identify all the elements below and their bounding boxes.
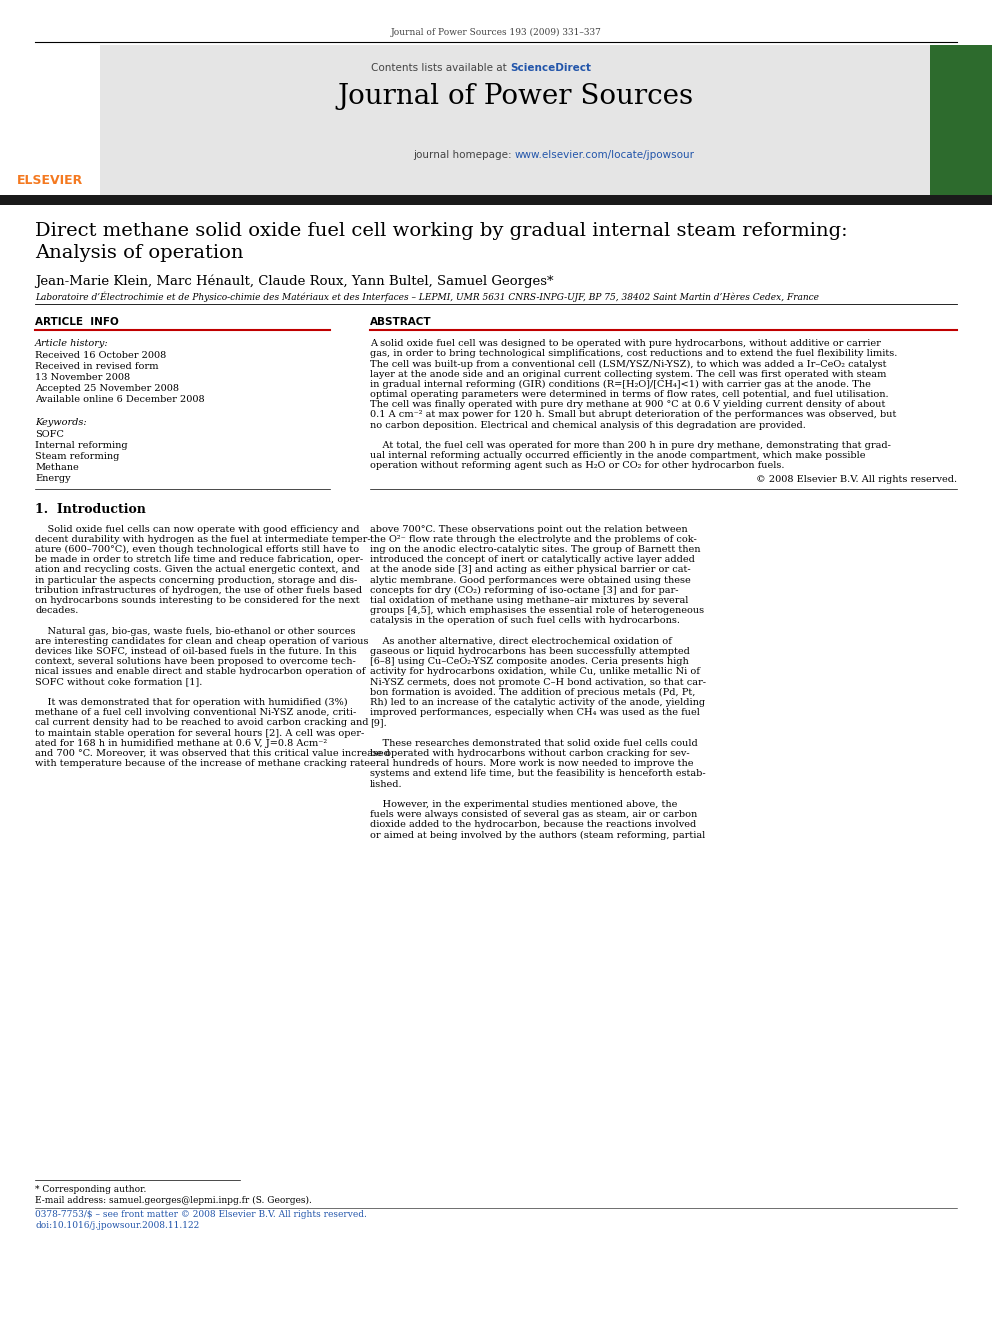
Text: ing on the anodic electro-catalytic sites. The group of Barnett then: ing on the anodic electro-catalytic site… xyxy=(370,545,700,554)
Text: the O²⁻ flow rate through the electrolyte and the problems of cok-: the O²⁻ flow rate through the electrolyt… xyxy=(370,534,696,544)
Text: [6–8] using Cu–CeO₂-YSZ composite anodes. Ceria presents high: [6–8] using Cu–CeO₂-YSZ composite anodes… xyxy=(370,658,688,667)
Text: Methane: Methane xyxy=(35,463,78,472)
Text: At total, the fuel cell was operated for more than 200 h in pure dry methane, de: At total, the fuel cell was operated for… xyxy=(370,441,891,450)
Text: Accepted 25 November 2008: Accepted 25 November 2008 xyxy=(35,384,179,393)
Text: Rh) led to an increase of the catalytic activity of the anode, yielding: Rh) led to an increase of the catalytic … xyxy=(370,699,705,706)
Text: with temperature because of the increase of methane cracking rate: with temperature because of the increase… xyxy=(35,759,370,769)
Text: gas, in order to bring technological simplifications, cost reductions and to ext: gas, in order to bring technological sim… xyxy=(370,349,898,359)
Text: systems and extend life time, but the feasibility is henceforth estab-: systems and extend life time, but the fe… xyxy=(370,770,705,778)
Text: 0378-7753/$ – see front matter © 2008 Elsevier B.V. All rights reserved.: 0378-7753/$ – see front matter © 2008 El… xyxy=(35,1211,367,1218)
Text: Article history:: Article history: xyxy=(35,339,109,348)
Text: cal current density had to be reached to avoid carbon cracking and: cal current density had to be reached to… xyxy=(35,718,368,728)
Text: 13 November 2008: 13 November 2008 xyxy=(35,373,130,382)
Text: introduced the concept of inert or catalytically active layer added: introduced the concept of inert or catal… xyxy=(370,556,694,564)
Text: improved performances, especially when CH₄ was used as the fuel: improved performances, especially when C… xyxy=(370,708,700,717)
Text: ual internal reforming actually occurred efficiently in the anode compartment, w: ual internal reforming actually occurred… xyxy=(370,451,865,460)
Text: Solid oxide fuel cells can now operate with good efficiency and: Solid oxide fuel cells can now operate w… xyxy=(35,525,359,533)
Text: eral hundreds of hours. More work is now needed to improve the: eral hundreds of hours. More work is now… xyxy=(370,759,693,769)
Text: © 2008 Elsevier B.V. All rights reserved.: © 2008 Elsevier B.V. All rights reserved… xyxy=(756,475,957,484)
Text: on hydrocarbons sounds interesting to be considered for the next: on hydrocarbons sounds interesting to be… xyxy=(35,595,360,605)
Text: operation without reforming agent such as H₂O or CO₂ for other hydrocarbon fuels: operation without reforming agent such a… xyxy=(370,462,785,471)
Text: www.elsevier.com/locate/jpowsour: www.elsevier.com/locate/jpowsour xyxy=(515,149,695,160)
Text: 0.1 A cm⁻² at max power for 120 h. Small but abrupt deterioration of the perform: 0.1 A cm⁻² at max power for 120 h. Small… xyxy=(370,410,897,419)
Text: or aimed at being involved by the authors (steam reforming, partial: or aimed at being involved by the author… xyxy=(370,831,705,840)
Text: above 700°C. These observations point out the relation between: above 700°C. These observations point ou… xyxy=(370,525,687,533)
Text: devices like SOFC, instead of oil-based fuels in the future. In this: devices like SOFC, instead of oil-based … xyxy=(35,647,357,656)
Text: Jean-Marie Klein, Marc Hénault, Claude Roux, Yann Bultel, Samuel Georges*: Jean-Marie Klein, Marc Hénault, Claude R… xyxy=(35,274,554,287)
Text: Analysis of operation: Analysis of operation xyxy=(35,243,243,262)
Text: gaseous or liquid hydrocarbons has been successfully attempted: gaseous or liquid hydrocarbons has been … xyxy=(370,647,689,656)
Text: A solid oxide fuel cell was designed to be operated with pure hydrocarbons, with: A solid oxide fuel cell was designed to … xyxy=(370,339,881,348)
Text: Received 16 October 2008: Received 16 October 2008 xyxy=(35,351,167,360)
Text: * Corresponding author.: * Corresponding author. xyxy=(35,1185,147,1193)
Text: The cell was built-up from a conventional cell (LSM/YSZ/Ni-YSZ), to which was ad: The cell was built-up from a conventiona… xyxy=(370,360,887,369)
Text: groups [4,5], which emphasises the essential role of heterogeneous: groups [4,5], which emphasises the essen… xyxy=(370,606,704,615)
Text: lished.: lished. xyxy=(370,779,403,789)
Text: Energy: Energy xyxy=(35,474,70,483)
Text: SOFC: SOFC xyxy=(35,430,63,439)
Text: As another alternative, direct electrochemical oxidation of: As another alternative, direct electroch… xyxy=(370,636,672,646)
Text: to maintain stable operation for several hours [2]. A cell was oper-: to maintain stable operation for several… xyxy=(35,729,364,738)
Text: tial oxidation of methane using methane–air mixtures by several: tial oxidation of methane using methane–… xyxy=(370,595,688,605)
Text: Internal reforming: Internal reforming xyxy=(35,441,128,450)
Text: SOFC without coke formation [1].: SOFC without coke formation [1]. xyxy=(35,677,202,687)
Text: ated for 168 h in humidified methane at 0.6 V, J=0.8 Acm⁻²: ated for 168 h in humidified methane at … xyxy=(35,738,327,747)
Text: be operated with hydrocarbons without carbon cracking for sev-: be operated with hydrocarbons without ca… xyxy=(370,749,689,758)
Text: bon formation is avoided. The addition of precious metals (Pd, Pt,: bon formation is avoided. The addition o… xyxy=(370,688,695,697)
Text: context, several solutions have been proposed to overcome tech-: context, several solutions have been pro… xyxy=(35,658,356,667)
Bar xyxy=(0,194,992,205)
Text: [9].: [9]. xyxy=(370,718,387,728)
Text: nical issues and enable direct and stable hydrocarbon operation of: nical issues and enable direct and stabl… xyxy=(35,667,365,676)
Text: E-mail address: samuel.georges@lepmi.inpg.fr (S. Georges).: E-mail address: samuel.georges@lepmi.inp… xyxy=(35,1196,311,1205)
Text: The cell was finally operated with pure dry methane at 900 °C at 0.6 V yielding : The cell was finally operated with pure … xyxy=(370,400,886,409)
Text: alytic membrane. Good performances were obtained using these: alytic membrane. Good performances were … xyxy=(370,576,690,585)
Text: Contents lists available at: Contents lists available at xyxy=(371,64,510,73)
Text: ARTICLE  INFO: ARTICLE INFO xyxy=(35,318,119,327)
Text: at the anode side [3] and acting as either physical barrier or cat-: at the anode side [3] and acting as eith… xyxy=(370,565,690,574)
Text: tribution infrastructures of hydrogen, the use of other fuels based: tribution infrastructures of hydrogen, t… xyxy=(35,586,362,595)
Text: optimal operating parameters were determined in terms of flow rates, cell potent: optimal operating parameters were determ… xyxy=(370,390,889,400)
Text: Steam reforming: Steam reforming xyxy=(35,452,119,460)
Text: ABSTRACT: ABSTRACT xyxy=(370,318,432,327)
Text: in particular the aspects concerning production, storage and dis-: in particular the aspects concerning pro… xyxy=(35,576,357,585)
Text: doi:10.1016/j.jpowsour.2008.11.122: doi:10.1016/j.jpowsour.2008.11.122 xyxy=(35,1221,199,1230)
Text: Journal of Power Sources: Journal of Power Sources xyxy=(337,83,693,110)
Text: and 700 °C. Moreover, it was observed that this critical value increased: and 700 °C. Moreover, it was observed th… xyxy=(35,749,390,758)
Text: journal homepage:: journal homepage: xyxy=(413,149,515,160)
Text: fuels were always consisted of several gas as steam, air or carbon: fuels were always consisted of several g… xyxy=(370,810,697,819)
Text: in gradual internal reforming (GIR) conditions (R=[H₂O]/[CH₄]<1) with carrier ga: in gradual internal reforming (GIR) cond… xyxy=(370,380,871,389)
Bar xyxy=(0,45,100,194)
Text: layer at the anode side and an original current collecting system. The cell was : layer at the anode side and an original … xyxy=(370,369,887,378)
Text: Keywords:: Keywords: xyxy=(35,418,86,427)
Text: be made in order to stretch life time and reduce fabrication, oper-: be made in order to stretch life time an… xyxy=(35,556,363,564)
Bar xyxy=(930,45,992,194)
Text: decent durability with hydrogen as the fuel at intermediate temper-: decent durability with hydrogen as the f… xyxy=(35,534,371,544)
Text: concepts for dry (CO₂) reforming of iso-octane [3] and for par-: concepts for dry (CO₂) reforming of iso-… xyxy=(370,586,679,595)
Bar xyxy=(100,45,930,194)
Text: catalysis in the operation of such fuel cells with hydrocarbons.: catalysis in the operation of such fuel … xyxy=(370,617,680,626)
Text: are interesting candidates for clean and cheap operation of various: are interesting candidates for clean and… xyxy=(35,636,368,646)
Text: Laboratoire d’Électrochimie et de Physico-chimie des Matériaux et des Interfaces: Laboratoire d’Électrochimie et de Physic… xyxy=(35,292,819,303)
Text: decades.: decades. xyxy=(35,606,78,615)
Text: ature (600–700°C), even though technological efforts still have to: ature (600–700°C), even though technolog… xyxy=(35,545,359,554)
Text: Natural gas, bio-gas, waste fuels, bio-ethanol or other sources: Natural gas, bio-gas, waste fuels, bio-e… xyxy=(35,627,355,635)
Text: methane of a fuel cell involving conventional Ni-YSZ anode, criti-: methane of a fuel cell involving convent… xyxy=(35,708,356,717)
Text: dioxide added to the hydrocarbon, because the reactions involved: dioxide added to the hydrocarbon, becaus… xyxy=(370,820,696,830)
Text: These researches demonstrated that solid oxide fuel cells could: These researches demonstrated that solid… xyxy=(370,738,697,747)
Text: activity for hydrocarbons oxidation, while Cu, unlike metallic Ni of: activity for hydrocarbons oxidation, whi… xyxy=(370,667,700,676)
Text: Direct methane solid oxide fuel cell working by gradual internal steam reforming: Direct methane solid oxide fuel cell wor… xyxy=(35,222,847,239)
Text: Received in revised form: Received in revised form xyxy=(35,363,159,370)
Text: ScienceDirect: ScienceDirect xyxy=(510,64,591,73)
Text: ELSEVIER: ELSEVIER xyxy=(17,175,83,187)
Text: It was demonstrated that for operation with humidified (3%): It was demonstrated that for operation w… xyxy=(35,699,347,706)
Text: no carbon deposition. Electrical and chemical analysis of this degradation are p: no carbon deposition. Electrical and che… xyxy=(370,421,806,430)
Text: However, in the experimental studies mentioned above, the: However, in the experimental studies men… xyxy=(370,800,678,808)
Text: Available online 6 December 2008: Available online 6 December 2008 xyxy=(35,396,204,404)
Text: Ni-YSZ cermets, does not promote C–H bond activation, so that car-: Ni-YSZ cermets, does not promote C–H bon… xyxy=(370,677,706,687)
Text: 1.  Introduction: 1. Introduction xyxy=(35,503,146,516)
Text: ation and recycling costs. Given the actual energetic context, and: ation and recycling costs. Given the act… xyxy=(35,565,360,574)
Text: Journal of Power Sources 193 (2009) 331–337: Journal of Power Sources 193 (2009) 331–… xyxy=(391,28,601,37)
